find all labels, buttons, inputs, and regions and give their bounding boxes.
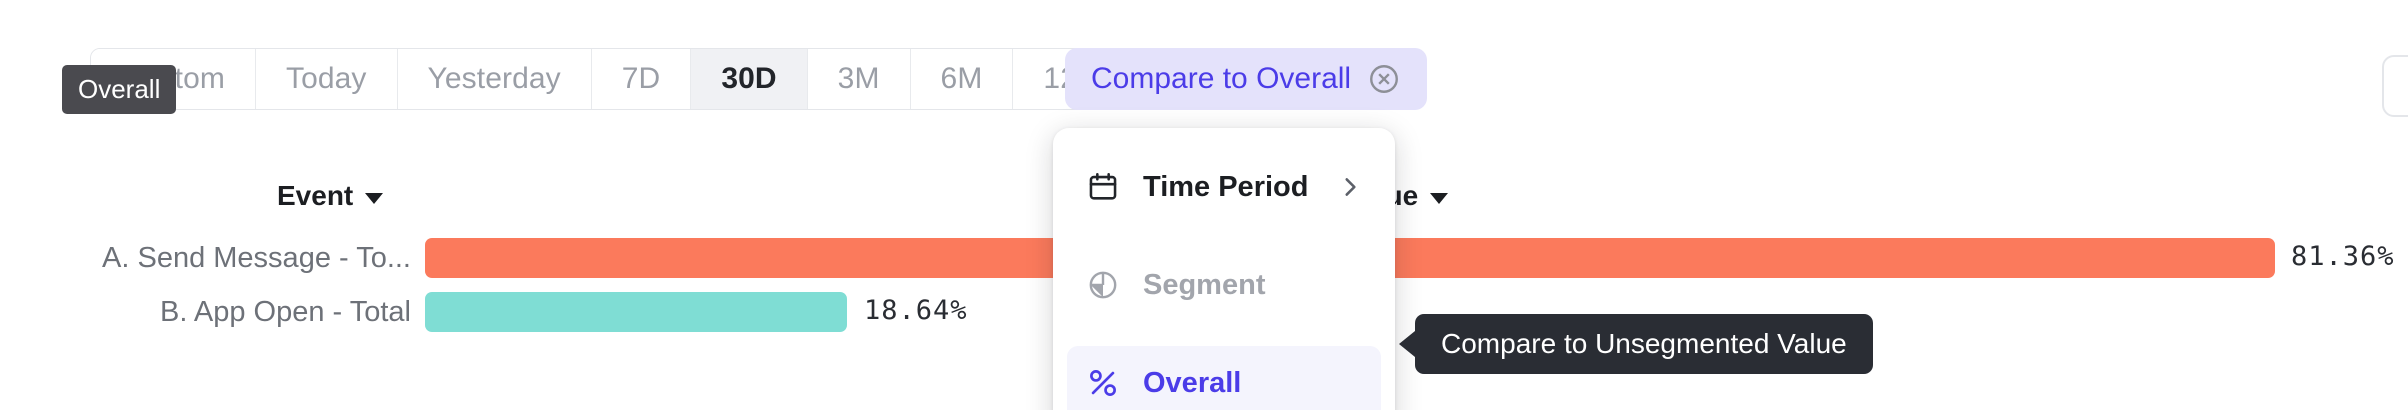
bar-value-b: 18.64%: [864, 295, 968, 326]
chevron-down-icon[interactable]: [1430, 192, 1449, 204]
tab-3m-label: 3M: [837, 62, 880, 95]
menu-spacer: [1067, 224, 1381, 248]
tab-yesterday[interactable]: Yesterday: [397, 49, 592, 109]
tab-30d[interactable]: 30D: [691, 49, 808, 109]
column-header-event[interactable]: Event: [277, 180, 384, 212]
menu-item-overall-label: Overall: [1143, 366, 1242, 399]
table-row: B. App Open - Total 18.64%: [0, 292, 2408, 338]
menu-item-segment[interactable]: Segment: [1067, 248, 1381, 322]
menu-item-segment-label: Segment: [1143, 268, 1266, 301]
overall-tooltip: Overall: [62, 65, 177, 114]
tab-7d-label: 7D: [621, 62, 661, 95]
tab-6m-label: 6M: [940, 62, 983, 95]
tab-today[interactable]: Today: [255, 49, 398, 109]
menu-item-overall[interactable]: Overall: [1067, 346, 1381, 410]
tab-7d[interactable]: 7D: [591, 49, 692, 109]
column-header-event-label: Event: [277, 180, 354, 211]
menu-spacer: [1067, 322, 1381, 346]
compare-unsegmented-tooltip: Compare to Unsegmented Value: [1399, 314, 1873, 374]
bar-label-b: B. App Open - Total: [160, 296, 411, 328]
tab-3m[interactable]: 3M: [807, 49, 911, 109]
calendar-icon: [1085, 169, 1121, 205]
percent-icon: [1085, 365, 1121, 401]
menu-item-time-period-label: Time Period: [1143, 170, 1309, 203]
compare-dropdown-menu: Time Period Segment: [1053, 128, 1395, 410]
time-range-tabbar: Custom Today Yesterday 7D 30D 3M 6M 12M: [90, 48, 1134, 110]
bar-value-a: 81.36%: [2291, 241, 2395, 272]
right-edge-control[interactable]: [2382, 55, 2408, 117]
menu-item-time-period[interactable]: Time Period: [1067, 150, 1381, 224]
tab-30d-label: 30D: [721, 62, 777, 95]
tab-6m[interactable]: 6M: [910, 49, 1014, 109]
chevron-right-icon: [1337, 174, 1363, 200]
bar-b[interactable]: [425, 292, 847, 332]
bar-label-a: A. Send Message - To...: [102, 242, 411, 274]
tab-yesterday-label: Yesterday: [427, 62, 561, 95]
close-circle-icon[interactable]: [1367, 62, 1401, 96]
tab-today-label: Today: [285, 62, 367, 95]
chevron-down-icon[interactable]: [365, 192, 384, 204]
pie-chart-icon: [1085, 267, 1121, 303]
compare-to-overall-pill[interactable]: Compare to Overall: [1065, 48, 1428, 110]
compare-to-overall-label: Compare to Overall: [1091, 62, 1352, 95]
